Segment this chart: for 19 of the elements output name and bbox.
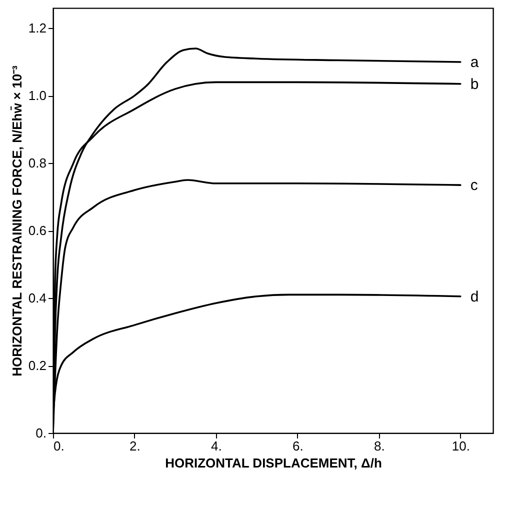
x-tick-label: 10. (452, 438, 470, 454)
series-label: b (470, 76, 479, 93)
series-label: d (470, 288, 479, 306)
y-axis-title: HORIZONTAL RESTRAINING FORCE, N/Ehw̄ × 10⁻³ (9, 64, 24, 376)
x-tick-label: 8. (374, 438, 385, 454)
y-tick-label: 0.4 (28, 290, 46, 306)
series-label: c (470, 177, 478, 194)
y-tick-label: 0.2 (28, 358, 46, 374)
y-tick-label: 0.6 (28, 223, 46, 238)
y-tick-label: 0.8 (28, 156, 46, 171)
series-label: a (470, 54, 480, 71)
x-axis-title: HORIZONTAL DISPLACEMENT, Δ/h (165, 456, 382, 470)
y-tick-label: 0. (36, 426, 46, 440)
x-tick-label: 4. (211, 438, 222, 454)
x-tick-label: 0. (54, 438, 64, 454)
x-tick-label: 2. (130, 438, 140, 454)
y-tick-label: 1.0 (28, 88, 46, 104)
x-tick-label: 6. (292, 438, 304, 454)
y-tick-label: 1.2 (28, 20, 46, 36)
